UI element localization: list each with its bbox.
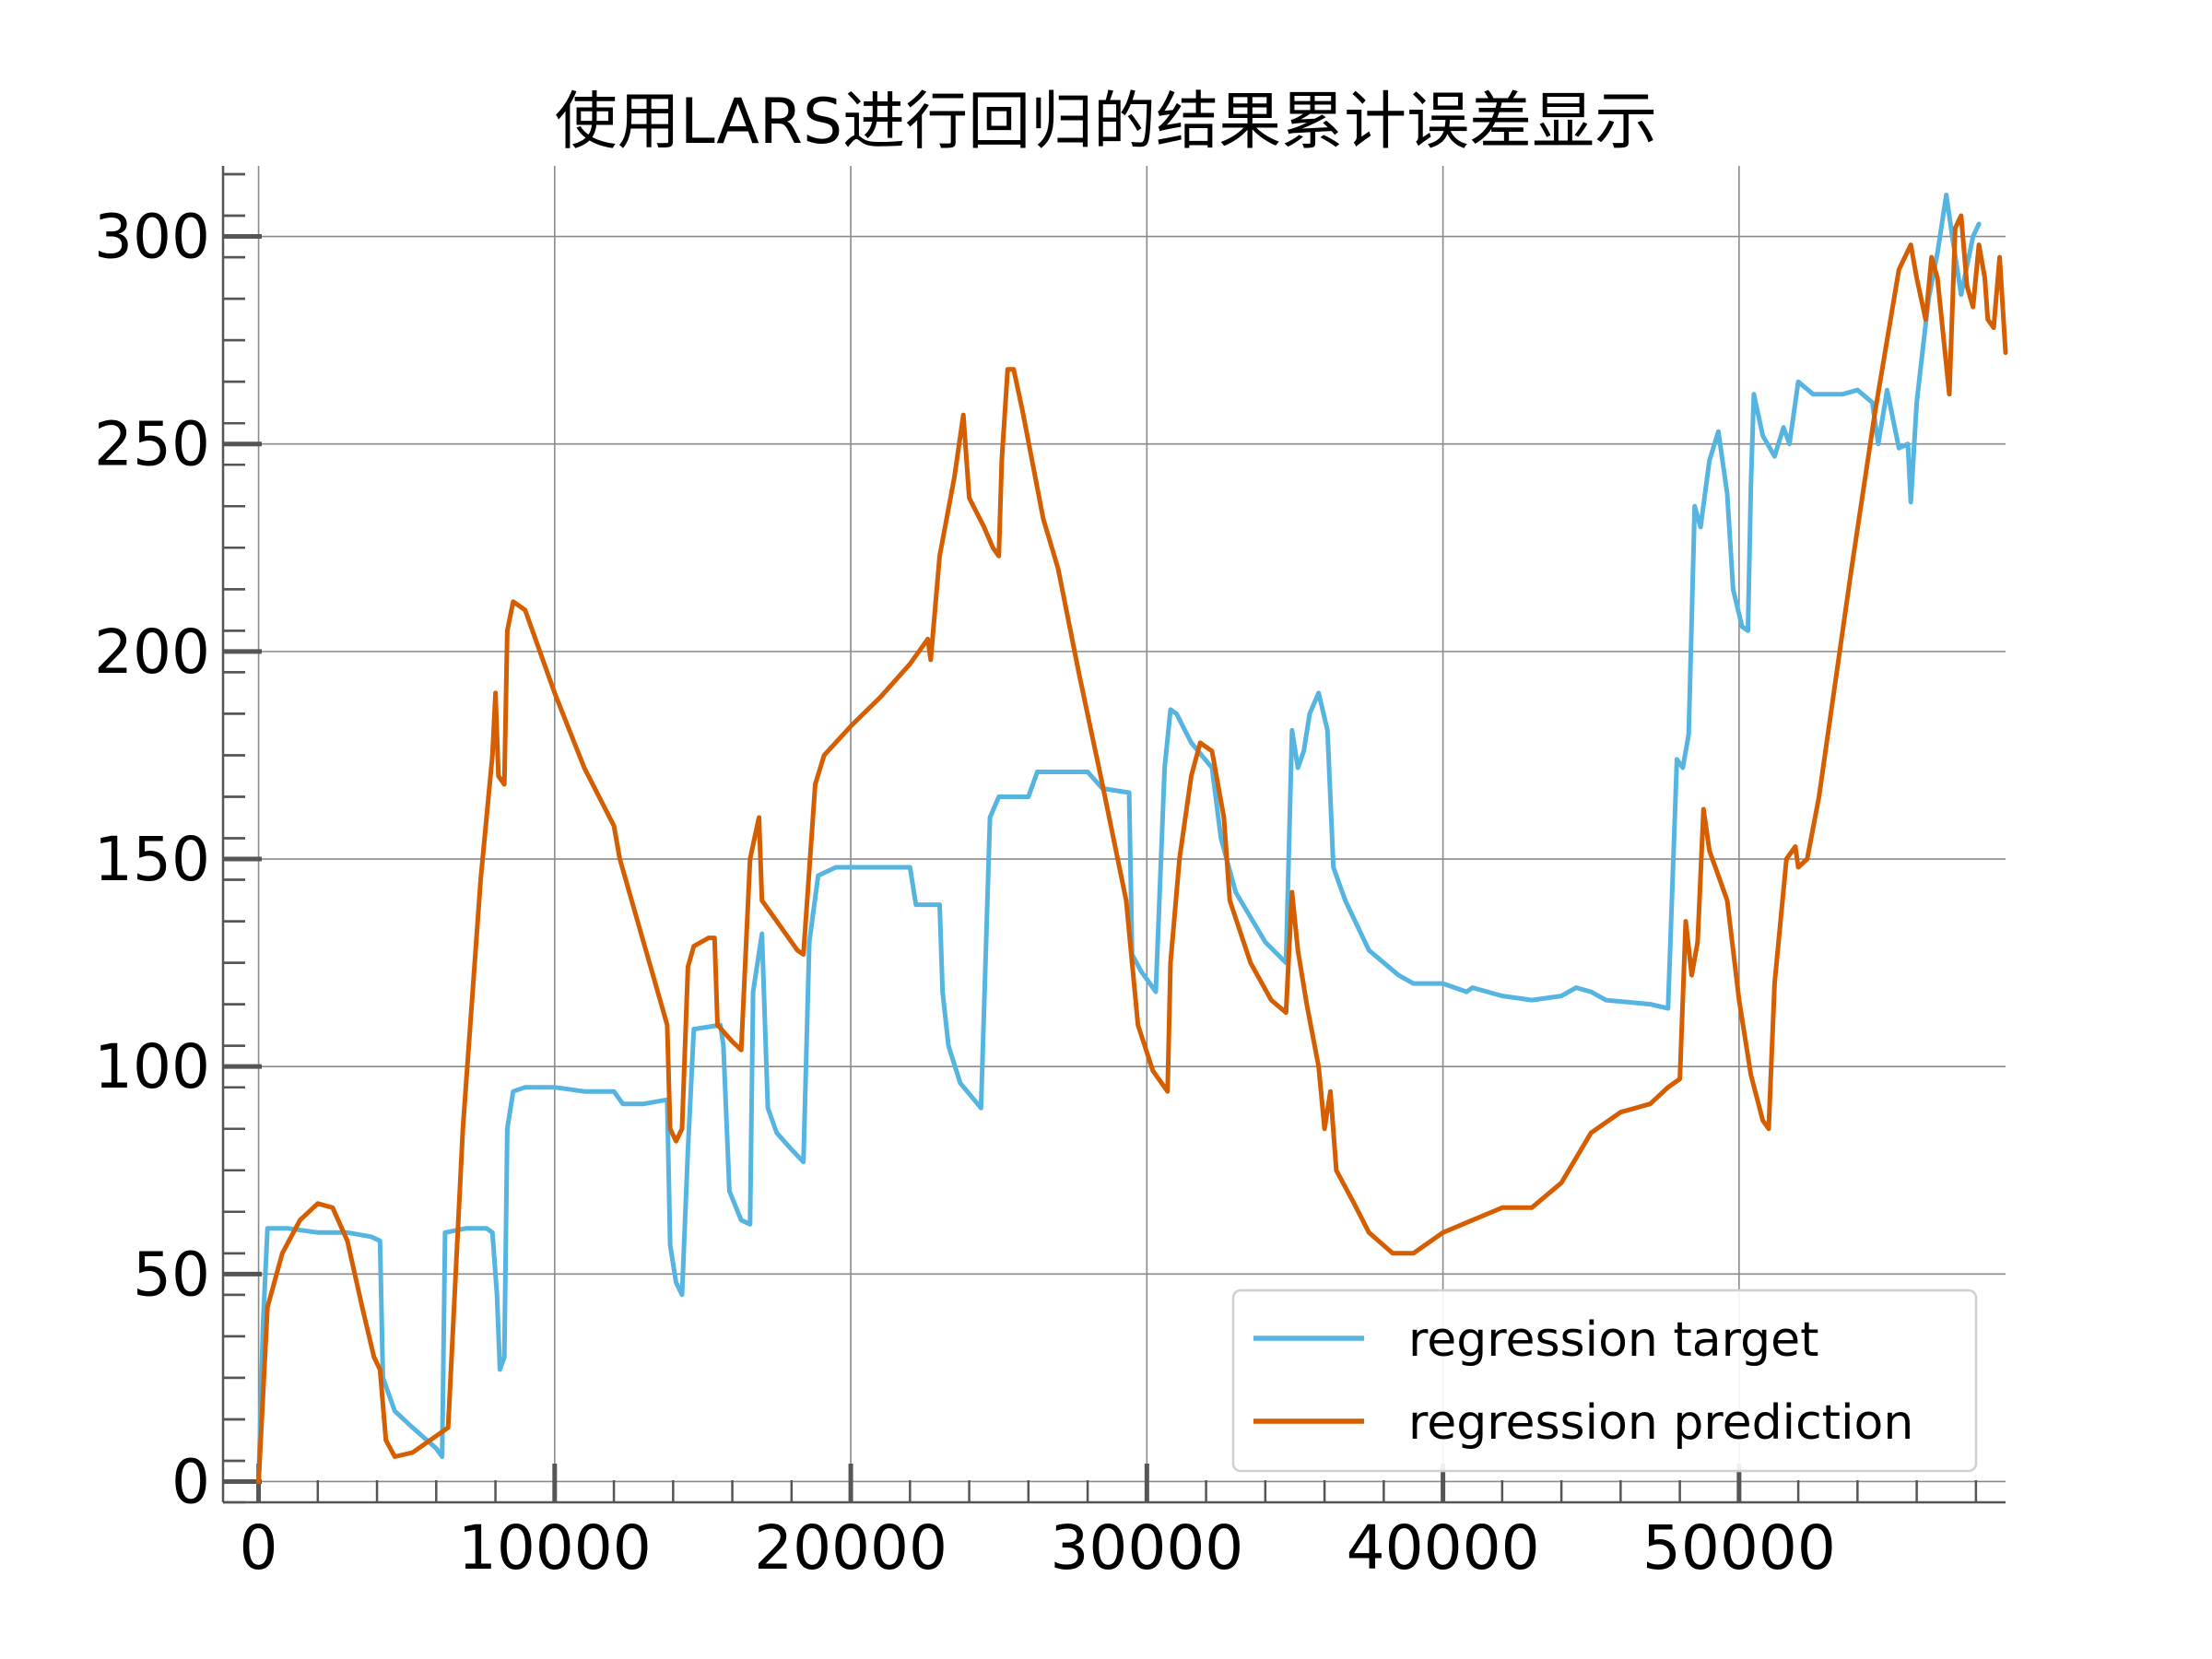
axis-ticks: 0 50 100 150 200 250 300 0 10000 20000 30000 40000 5… [94,172,1978,1583]
y-tick-label: 250 [94,409,210,480]
y-tick-label: 100 [94,1031,210,1102]
grid-lines [223,166,2006,1502]
x-tick-label: 30000 [1050,1512,1243,1583]
legend: regression target regression prediction [1231,1288,1978,1473]
x-tick-label: 20000 [754,1512,947,1583]
target-series-line [256,193,1982,1484]
y-tick-label: 150 [94,824,210,895]
y-tick-label: 300 [94,202,210,273]
x-tick-label: 50000 [1642,1512,1836,1583]
axes [221,166,2006,1504]
y-tick-label: 200 [94,617,210,688]
x-tick-label: 10000 [458,1512,652,1583]
y-tick-label: 50 [133,1239,210,1310]
legend-box [1231,1288,1978,1473]
legend-label: regression target [1408,1312,1819,1368]
legend-label: regression prediction [1408,1395,1913,1451]
x-tick-label: 40000 [1347,1512,1540,1583]
x-tick-label: 0 [240,1512,278,1583]
prediction-series-line [256,213,2008,1484]
series-lines [256,193,2008,1484]
chart-title: 使用LARS进行回归的结果累计误差显示 [555,86,1657,159]
y-tick-label: 0 [171,1446,210,1517]
